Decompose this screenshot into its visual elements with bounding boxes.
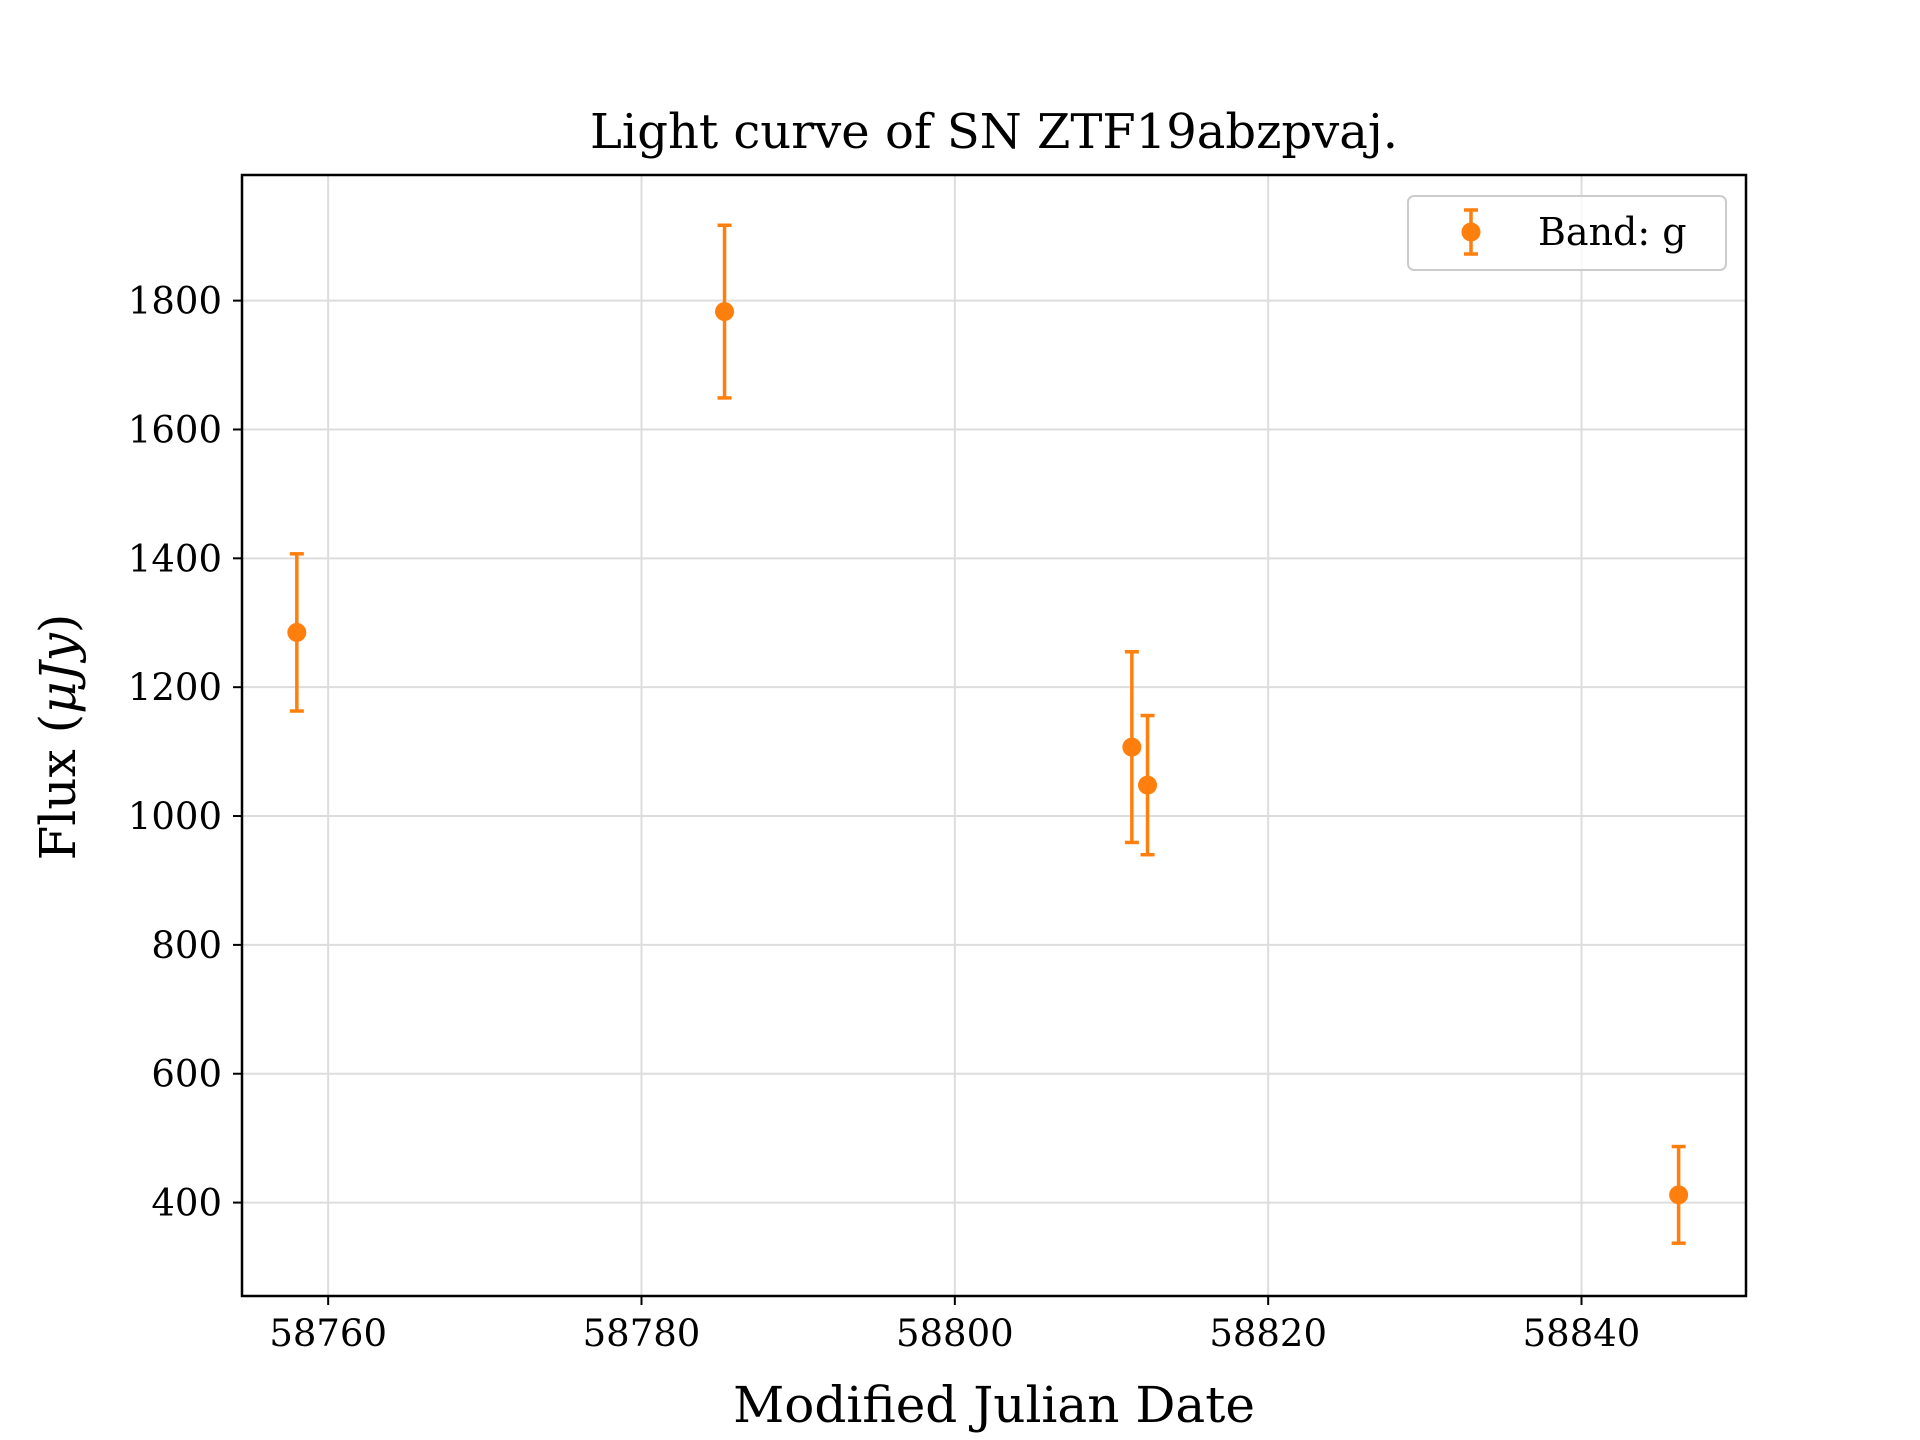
legend-marker <box>1461 208 1481 256</box>
data-point <box>1122 737 1142 757</box>
y-tick-label: 400 <box>151 1182 222 1225</box>
data-point <box>715 302 735 322</box>
x-tick-label: 58820 <box>1209 1312 1327 1355</box>
x-tick-label: 58800 <box>896 1312 1014 1355</box>
legend-box <box>1407 195 1727 271</box>
y-tick-label: 1200 <box>128 666 222 709</box>
axis-ticks: 58760 58780 58800 58820 58840 400 600 800 1000 12… <box>128 280 1641 1355</box>
x-tick-label: 58840 <box>1523 1312 1641 1355</box>
legend-point <box>1461 222 1481 242</box>
x-tick-label: 58760 <box>269 1312 387 1355</box>
x-axis-title: Modified Julian Date <box>733 1376 1255 1434</box>
legend: Band: g <box>1407 195 1727 271</box>
data-series <box>287 223 1689 1245</box>
plot-frame <box>240 173 1748 1298</box>
y-tick-label: 800 <box>151 924 222 967</box>
legend-label: Band: g <box>1538 210 1687 254</box>
y-axis-title-unit: μJy <box>29 632 87 714</box>
grid-lines <box>242 175 1746 1296</box>
y-tick-label: 1800 <box>128 280 222 323</box>
data-point <box>287 622 307 642</box>
x-tick-label: 58780 <box>583 1312 701 1355</box>
y-tick-label: 1400 <box>128 537 222 580</box>
y-axis-title-prefix: Flux ( <box>29 714 87 860</box>
y-tick-label: 1000 <box>128 795 222 838</box>
y-tick-label: 1600 <box>128 408 222 451</box>
y-axis-title-suffix: ) <box>29 614 87 634</box>
y-tick-label: 600 <box>151 1053 222 1096</box>
data-point <box>1669 1185 1689 1205</box>
data-point <box>1138 775 1158 795</box>
y-axis-title: Flux (μJy) <box>29 614 87 861</box>
chart-title: Light curve of SN ZTF19abzpvaj. <box>590 104 1398 160</box>
